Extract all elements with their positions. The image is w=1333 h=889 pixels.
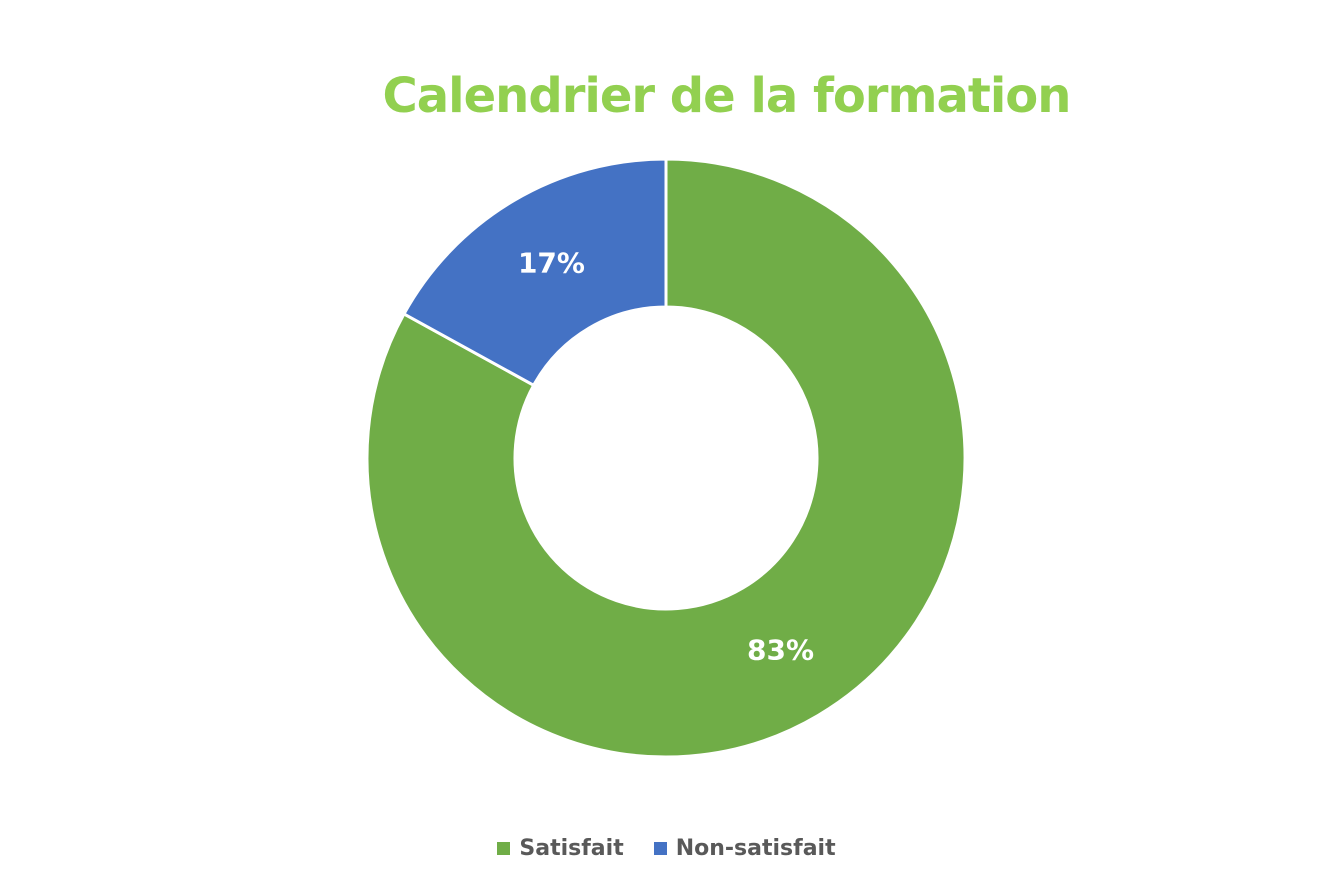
legend-swatch-satisfait (497, 842, 511, 855)
legend: Satisfait Non-satisfait (0, 836, 1333, 861)
donut-slice-non-satisfait[interactable] (401, 157, 668, 388)
data-label-non-satisfait: 17% (518, 246, 585, 279)
legend-label-satisfait: Satisfait (519, 836, 624, 861)
legend-swatch-non-satisfait (653, 842, 667, 855)
donut-slice-satisfait[interactable] (365, 157, 967, 759)
legend-label-non-satisfait: Non-satisfait (675, 836, 836, 861)
data-label-satisfait: 83% (747, 634, 814, 667)
chart-title: Calendrier de la formation (382, 68, 1072, 124)
legend-item-non-satisfait[interactable]: Non-satisfait (653, 836, 836, 861)
legend-item-satisfait[interactable]: Satisfait (497, 836, 624, 861)
